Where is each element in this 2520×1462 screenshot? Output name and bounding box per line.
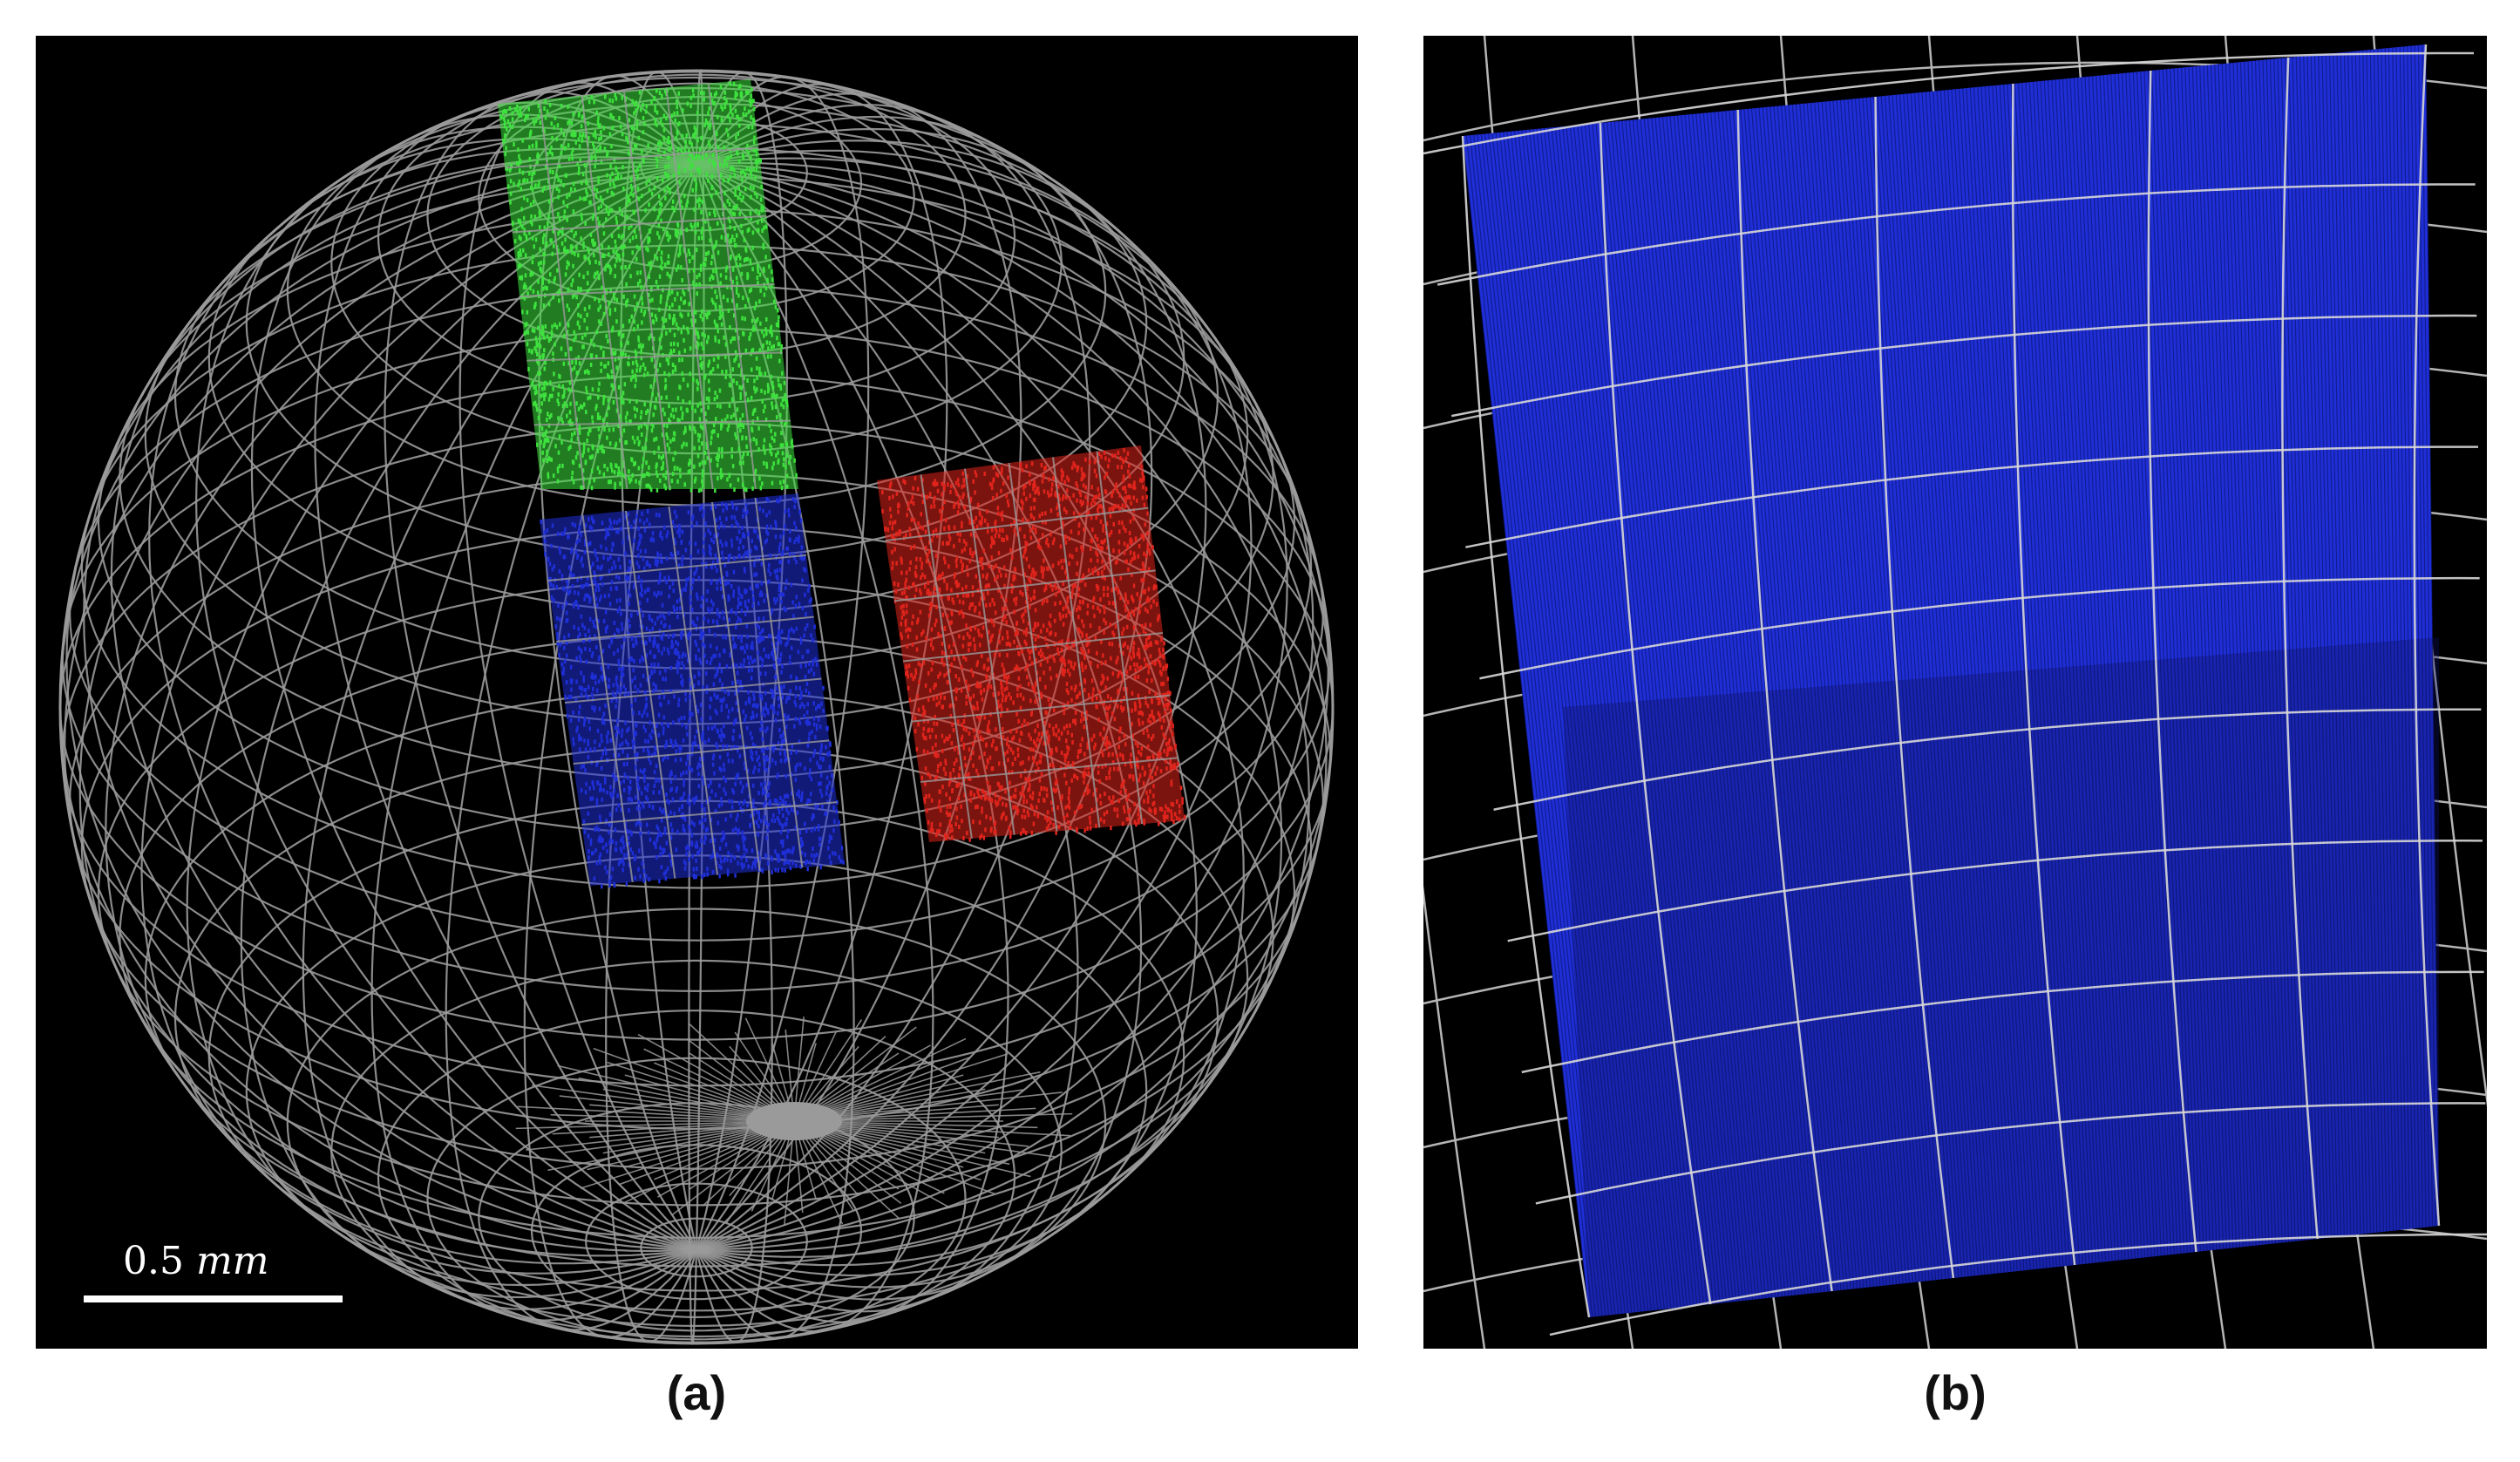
foreground-mesh-line <box>2413 44 2441 1227</box>
blue-cube-sample <box>540 493 845 889</box>
meridian-line <box>302 163 697 1310</box>
meridian-line <box>148 137 697 1251</box>
meridian-line <box>696 92 1022 1251</box>
meridian-line <box>696 163 1143 1301</box>
meridian-line <box>140 163 697 1275</box>
meridian-line <box>696 115 1153 1251</box>
meridian-line <box>186 163 697 1287</box>
meridian-line <box>696 149 1288 1251</box>
meridian-line <box>696 163 1245 1277</box>
caption-b: (b) <box>1924 1365 1987 1420</box>
meridian-line <box>110 147 697 1251</box>
meridian-line <box>78 163 697 1257</box>
foreground-mesh-line <box>1450 314 2477 418</box>
meridian-line <box>194 126 697 1251</box>
meridian-line <box>696 163 1199 1289</box>
meridian-line <box>240 163 697 1299</box>
meridian-line <box>384 91 697 1251</box>
green-cube-sample <box>498 79 798 493</box>
zoomed-blue-cube-render <box>1423 36 2487 1349</box>
foreground-mesh-line <box>1479 576 2480 680</box>
foreground-mesh-line <box>1493 708 2482 812</box>
background-mesh-line <box>1423 885 1486 1349</box>
sphere-wireframe-render <box>58 68 1335 1346</box>
meridian-line <box>696 163 1009 1323</box>
foreground-mesh-line <box>1437 183 2476 286</box>
sphere-outline <box>58 69 1335 1345</box>
foreground-mesh-line <box>1461 135 1591 1318</box>
meridian-line <box>696 127 1207 1251</box>
scale-bar <box>84 1295 343 1302</box>
meridian-line <box>696 157 1314 1251</box>
foreground-mesh-line <box>1535 1102 2486 1205</box>
meridian-line <box>696 163 1079 1313</box>
foreground-mesh-line <box>2281 57 2319 1240</box>
foreground-mesh-line <box>2011 83 2076 1266</box>
meridian-line <box>696 139 1253 1251</box>
caption-a: (a) <box>666 1365 727 1420</box>
meridian-line <box>65 161 697 1251</box>
foreground-mesh-line <box>1521 970 2484 1074</box>
scale-bar-label: 0.5 mm <box>123 1239 269 1283</box>
cube-points <box>881 447 1186 842</box>
meridian-line <box>696 83 948 1250</box>
foreground-mesh-line <box>1423 51 2475 155</box>
cube-points <box>499 81 798 493</box>
meridian-line <box>696 104 1091 1251</box>
meridian-line <box>83 156 697 1251</box>
zoomed-blue-cube <box>1462 44 2440 1318</box>
cube-lower-band <box>1563 637 2439 1317</box>
point-column-streaks <box>1462 44 2440 1318</box>
cube-grid-line <box>920 757 1178 783</box>
red-cube-sample <box>877 445 1186 842</box>
foreground-mesh-line <box>1874 96 1955 1279</box>
foreground-mesh-line <box>1736 109 1833 1292</box>
foreground-mesh-line <box>1507 840 2483 942</box>
cube-face <box>877 445 1185 842</box>
cube-grid-line <box>581 801 838 826</box>
foreground-mesh-line <box>1549 1233 2487 1336</box>
sphere-pole-cluster <box>746 1102 842 1140</box>
foreground-mesh-line <box>1599 122 1712 1305</box>
zoom-foreground-mesh <box>1423 44 2487 1336</box>
foreground-mesh-line <box>1465 445 2479 548</box>
panel-a-sphere-view: 0.5 mm <box>36 36 1358 1349</box>
meridian-line <box>696 163 1283 1267</box>
meridian-line <box>696 161 1329 1251</box>
sphere-pole-rays <box>515 1016 1073 1227</box>
cube-grid-line <box>533 419 791 426</box>
meridian-line <box>64 163 697 1253</box>
meridian-line <box>696 163 1310 1258</box>
meridian-line <box>105 163 697 1265</box>
foreground-mesh-line <box>2147 70 2197 1253</box>
panel-b-zoom-view <box>1423 36 2487 1349</box>
meridian-line <box>250 113 697 1251</box>
meridian-line <box>696 163 1328 1253</box>
